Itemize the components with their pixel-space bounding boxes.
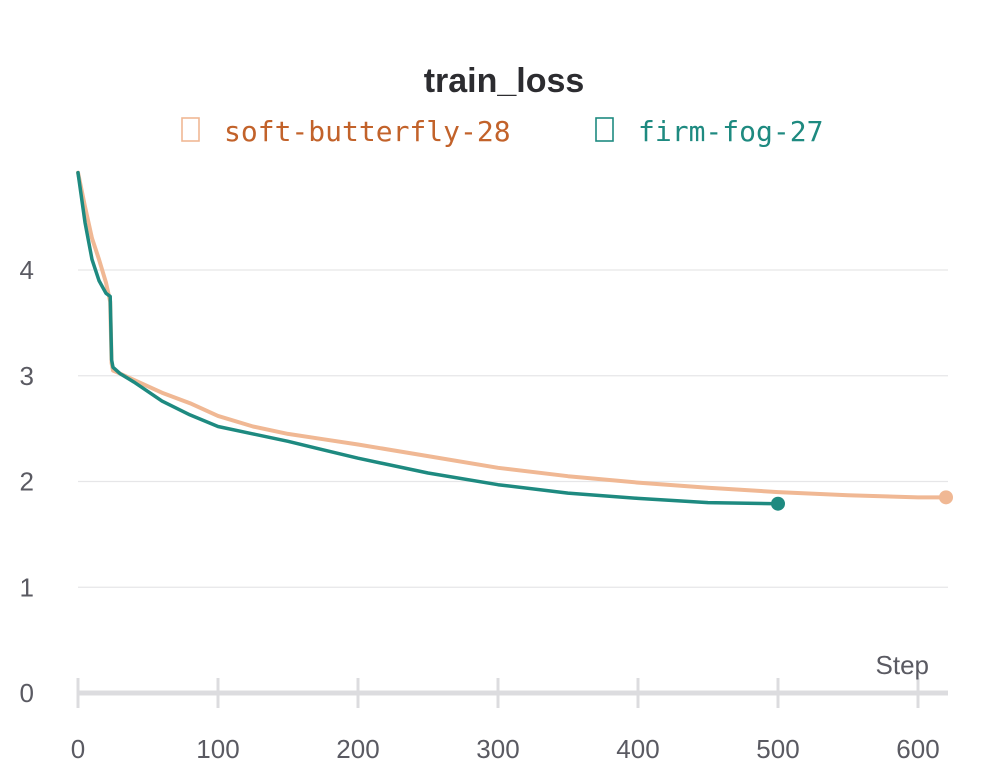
y-tick-label-4: 4 (20, 255, 34, 285)
x-axis-label: Step (876, 650, 930, 680)
x-tick-label-300: 300 (476, 734, 519, 764)
legend-swatch-soft-butterfly-28 (181, 117, 200, 142)
x-tick-label-100: 100 (196, 734, 239, 764)
x-axis-ticks: 0 100 200 300 400 500 600 (71, 678, 940, 764)
gridlines (78, 269, 948, 588)
legend: soft-butterfly-28 firm-fog-27 (181, 115, 823, 148)
series-line-soft-butterfly-28[interactable] (76, 170, 948, 500)
x-tick-label-0: 0 (71, 734, 85, 764)
y-tick-label-3: 3 (20, 361, 34, 391)
series-lines (76, 170, 953, 511)
chart-title: train_loss (424, 62, 585, 100)
y-axis-ticks: 0 1 2 3 4 (20, 255, 34, 708)
series-line-firm-fog-27[interactable] (76, 170, 780, 506)
x-tick-label-600: 600 (896, 734, 939, 764)
x-tick-label-400: 400 (616, 734, 659, 764)
series-end-point-soft-butterfly-28[interactable] (939, 490, 953, 505)
y-tick-label-2: 2 (20, 467, 34, 497)
legend-label-soft-butterfly-28: soft-butterfly-28 (224, 115, 511, 148)
y-tick-label-1: 1 (20, 572, 34, 602)
y-tick-label-0: 0 (20, 678, 34, 708)
legend-item-soft-butterfly-28[interactable]: soft-butterfly-28 (181, 115, 511, 148)
x-tick-label-200: 200 (336, 734, 379, 764)
x-tick-label-500: 500 (756, 734, 799, 764)
legend-swatch-firm-fog-27 (595, 117, 614, 142)
series-end-point-firm-fog-27[interactable] (771, 496, 785, 511)
legend-label-firm-fog-27: firm-fog-27 (638, 115, 823, 148)
legend-item-firm-fog-27[interactable]: firm-fog-27 (595, 115, 823, 148)
